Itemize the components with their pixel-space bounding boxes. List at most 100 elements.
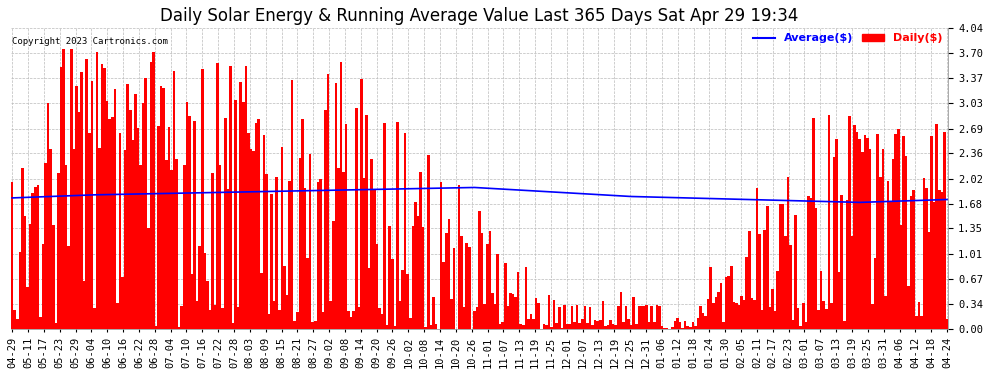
Bar [67, 246, 70, 329]
Bar [828, 116, 831, 329]
Bar [52, 225, 54, 329]
Bar [635, 324, 638, 329]
Bar [545, 325, 547, 329]
Bar [655, 305, 658, 329]
Bar [465, 243, 468, 329]
Bar [206, 281, 209, 329]
Bar [741, 296, 742, 329]
Bar [774, 311, 776, 329]
Bar [159, 86, 162, 329]
Bar [401, 270, 404, 329]
Bar [463, 307, 465, 329]
Bar [931, 136, 933, 329]
Bar [235, 100, 237, 329]
Bar [90, 81, 93, 329]
Bar [766, 206, 768, 329]
Bar [16, 319, 19, 329]
Bar [913, 190, 915, 329]
Bar [494, 304, 496, 329]
Bar [330, 301, 332, 329]
Bar [933, 202, 936, 329]
Bar [122, 278, 124, 329]
Bar [753, 300, 755, 329]
Bar [815, 208, 818, 329]
Bar [502, 322, 504, 329]
Bar [604, 326, 607, 329]
Bar [178, 327, 180, 329]
Bar [653, 322, 655, 329]
Bar [900, 225, 902, 329]
Bar [836, 140, 838, 329]
Bar [538, 303, 540, 329]
Bar [230, 66, 232, 329]
Bar [584, 306, 586, 329]
Bar [907, 286, 910, 329]
Bar [607, 325, 609, 329]
Bar [396, 122, 399, 329]
Bar [517, 272, 520, 329]
Bar [691, 322, 694, 329]
Bar [254, 123, 257, 329]
Bar [543, 324, 545, 329]
Bar [483, 304, 486, 329]
Bar [149, 62, 152, 329]
Bar [291, 80, 293, 329]
Bar [936, 124, 939, 329]
Bar [799, 326, 802, 329]
Bar [96, 52, 98, 329]
Bar [419, 171, 422, 329]
Bar [533, 319, 535, 329]
Bar [628, 319, 630, 329]
Bar [50, 149, 52, 329]
Bar [137, 128, 140, 329]
Bar [612, 324, 615, 329]
Bar [455, 328, 457, 329]
Bar [40, 317, 42, 329]
Bar [145, 78, 147, 329]
Bar [355, 108, 357, 329]
Bar [789, 245, 792, 329]
Bar [447, 219, 450, 329]
Bar [214, 305, 217, 329]
Bar [647, 322, 650, 329]
Bar [594, 320, 596, 329]
Bar [152, 52, 154, 329]
Bar [710, 267, 712, 329]
Bar [581, 319, 584, 329]
Bar [476, 307, 478, 329]
Bar [217, 63, 219, 329]
Bar [286, 295, 288, 329]
Bar [586, 323, 589, 329]
Bar [807, 196, 810, 329]
Bar [812, 118, 815, 329]
Bar [573, 322, 576, 329]
Bar [407, 274, 409, 329]
Bar [843, 321, 845, 329]
Bar [599, 320, 602, 329]
Bar [591, 325, 594, 329]
Bar [201, 69, 204, 329]
Bar [707, 299, 710, 329]
Bar [489, 231, 491, 329]
Bar [29, 224, 32, 329]
Bar [630, 325, 633, 329]
Bar [943, 132, 945, 329]
Bar [32, 193, 34, 329]
Title: Daily Solar Energy & Running Average Value Last 365 Days Sat Apr 29 19:34: Daily Solar Energy & Running Average Val… [160, 7, 799, 25]
Bar [368, 268, 370, 329]
Bar [704, 316, 707, 329]
Bar [417, 216, 419, 329]
Bar [868, 149, 871, 329]
Bar [167, 128, 170, 329]
Bar [910, 196, 913, 329]
Bar [571, 306, 573, 329]
Bar [717, 292, 720, 329]
Bar [666, 328, 668, 329]
Bar [111, 117, 114, 329]
Bar [496, 254, 499, 329]
Bar [360, 79, 362, 329]
Bar [332, 221, 335, 329]
Bar [116, 303, 119, 329]
Bar [343, 172, 345, 329]
Bar [525, 267, 527, 329]
